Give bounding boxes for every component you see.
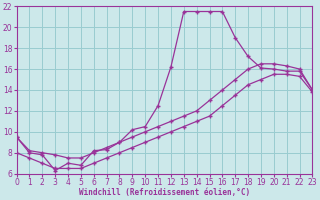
X-axis label: Windchill (Refroidissement éolien,°C): Windchill (Refroidissement éolien,°C) bbox=[79, 188, 250, 197]
